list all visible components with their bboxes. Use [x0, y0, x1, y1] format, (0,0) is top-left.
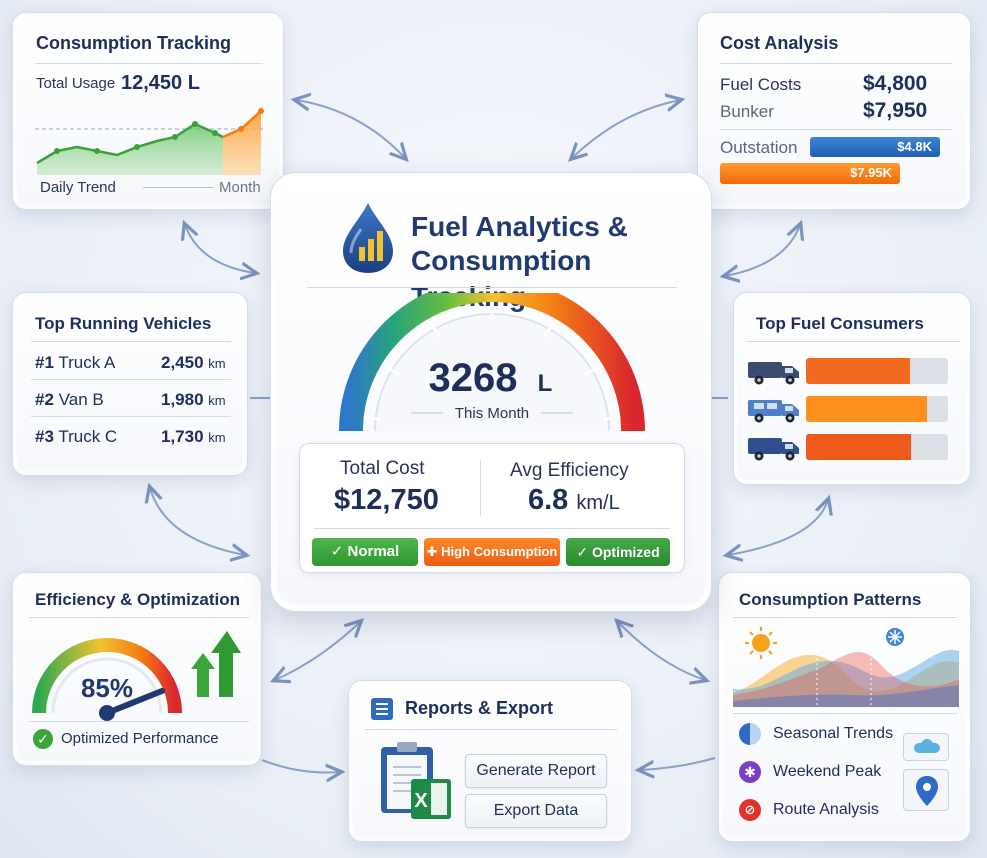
gauge-unit: L: [538, 370, 553, 397]
check-icon: ✓: [33, 729, 53, 749]
consumer-bar-track: [806, 396, 948, 422]
clipboard-icon: X: [381, 742, 451, 819]
efficiency-value: 85%: [81, 673, 133, 703]
svg-text:X: X: [414, 790, 428, 812]
consumer-row: [746, 432, 962, 462]
bunker-label: Bunker: [720, 102, 774, 121]
main-title-line1: Fuel Analytics &: [411, 211, 628, 242]
arrow-consumers-patterns: [728, 500, 828, 555]
arrow-vehicles-efficiency: [150, 488, 245, 555]
efficiency-card: Efficiency & Optimization 85% ✓ Optimize…: [12, 572, 262, 766]
fuel-costs-value: $4,800: [863, 72, 928, 95]
consumer-bar-fill: [806, 358, 910, 384]
snowflake-icon: [886, 628, 904, 646]
consumer-row: [746, 394, 962, 424]
sun-icon: [745, 627, 777, 659]
pattern-item-route[interactable]: Route Analysis: [773, 801, 879, 818]
top-running-vehicles-card: Top Running Vehicles #1 Truck A 2,450 km…: [12, 292, 248, 476]
arrow-tracking-center: [296, 100, 405, 158]
optimized-badge: ✓ Optimized: [566, 538, 670, 566]
vehicle-row-2: #2 Van B: [35, 390, 104, 409]
cloud-icon: [903, 733, 949, 761]
arrow-efficiency-center: [275, 622, 360, 680]
report-list-icon: [371, 698, 393, 720]
card-title: Top Fuel Consumers: [756, 314, 924, 333]
seasonal-wave-chart: [733, 627, 959, 707]
arrow-efficiency-reports: [261, 759, 340, 773]
card-title: Cost Analysis: [720, 33, 839, 53]
consumer-row: [746, 356, 962, 386]
arrow-tracking-vehicles: [185, 225, 255, 273]
arrow-cost-center: [572, 100, 680, 158]
route-analysis-icon: ⊘: [739, 799, 761, 821]
truck-icon: [748, 438, 799, 461]
consumer-bar-fill: [806, 434, 911, 460]
fuel-costs-label: Fuel Costs: [720, 75, 802, 94]
vehicle-row-3: #3 Truck C: [35, 427, 118, 446]
arrow-patterns-reports: [640, 757, 716, 770]
optimized-status: Optimized Performance: [61, 730, 219, 747]
consumer-bar-fill: [806, 396, 927, 422]
excel-icon: X: [411, 779, 451, 819]
normal-badge: ✓ Normal: [312, 538, 418, 566]
arrow-cost-consumers: [725, 225, 800, 276]
cost-analysis-card: Cost Analysis Fuel Costs $4,800 Bunker $…: [697, 12, 971, 210]
gauge-caption: This Month: [455, 405, 529, 422]
fuel-drop-icon: [343, 203, 393, 273]
total-usage-value: 12,450 L: [121, 72, 200, 94]
van-icon: [748, 400, 799, 423]
avg-efficiency-label: Avg Efficiency: [510, 460, 629, 481]
card-title: Top Running Vehicles: [35, 314, 212, 333]
outstation-label: Outstation: [720, 138, 798, 157]
consumption-patterns-card: Consumption Patterns Seasonal Trends ✱ W…: [718, 572, 971, 842]
avg-efficiency-value: 6.8 km/L: [528, 484, 620, 516]
total-cost-label: Total Cost: [340, 458, 425, 479]
month-caption: Month: [219, 179, 261, 196]
card-title: Consumption Patterns: [739, 590, 922, 609]
weekend-peak-icon: ✱: [739, 761, 761, 783]
vehicle-km-3: 1,730 km: [161, 427, 226, 446]
top-fuel-consumers-card: Top Fuel Consumers: [733, 292, 971, 485]
consumer-bar-track: [806, 434, 948, 460]
card-title: Efficiency & Optimization: [35, 590, 240, 609]
pattern-item-seasonal[interactable]: Seasonal Trends: [773, 725, 894, 742]
stats-panel: Total Cost $12,750 Avg Efficiency 6.8 km…: [299, 443, 685, 573]
vehicle-km-1: 2,450 km: [161, 353, 226, 372]
daily-trend-chart: [35, 108, 265, 175]
fuel-gauge: 3268 L This Month: [339, 293, 645, 432]
vehicle-km-2: 1,980 km: [161, 390, 226, 409]
pattern-item-weekend[interactable]: Weekend Peak: [773, 763, 882, 780]
map-pin-icon: [903, 769, 949, 811]
seasonal-trends-icon: [739, 723, 761, 745]
export-data-button[interactable]: Export Data: [465, 794, 607, 828]
gauge-value: 3268: [429, 356, 518, 400]
total-cost-value: $12,750: [334, 484, 439, 516]
fuel-analytics-main-card: Fuel Analytics & Consumption Tracking 32…: [270, 172, 712, 612]
vehicle-row-1: #1 Truck A: [35, 353, 116, 372]
efficiency-gauge: 85%: [32, 638, 182, 721]
consumption-tracking-card: Consumption Tracking Total Usage 12,450 …: [12, 12, 284, 210]
growth-arrows-icon: [191, 631, 241, 697]
bunker-value: $7,950: [863, 99, 928, 122]
total-usage-label: Total Usage: [36, 75, 116, 92]
outstation-bar-bunker: $7.95K: [720, 163, 900, 184]
generate-report-button[interactable]: Generate Report: [465, 754, 607, 788]
outstation-bar-fuel: $4.8K: [810, 137, 940, 157]
truck-icon: [748, 362, 799, 385]
reports-export-card: Reports & Export X Generate Report Expor…: [348, 680, 632, 842]
card-title: Consumption Tracking: [36, 33, 232, 53]
card-title: Reports & Export: [405, 698, 554, 718]
high-consumption-badge: ✚ High Consumption: [424, 538, 560, 566]
daily-trend-caption: Daily Trend: [40, 179, 116, 196]
arrow-patterns-center: [618, 622, 705, 680]
consumer-bar-track: [806, 358, 948, 384]
trend-arrow-line: [143, 187, 213, 188]
